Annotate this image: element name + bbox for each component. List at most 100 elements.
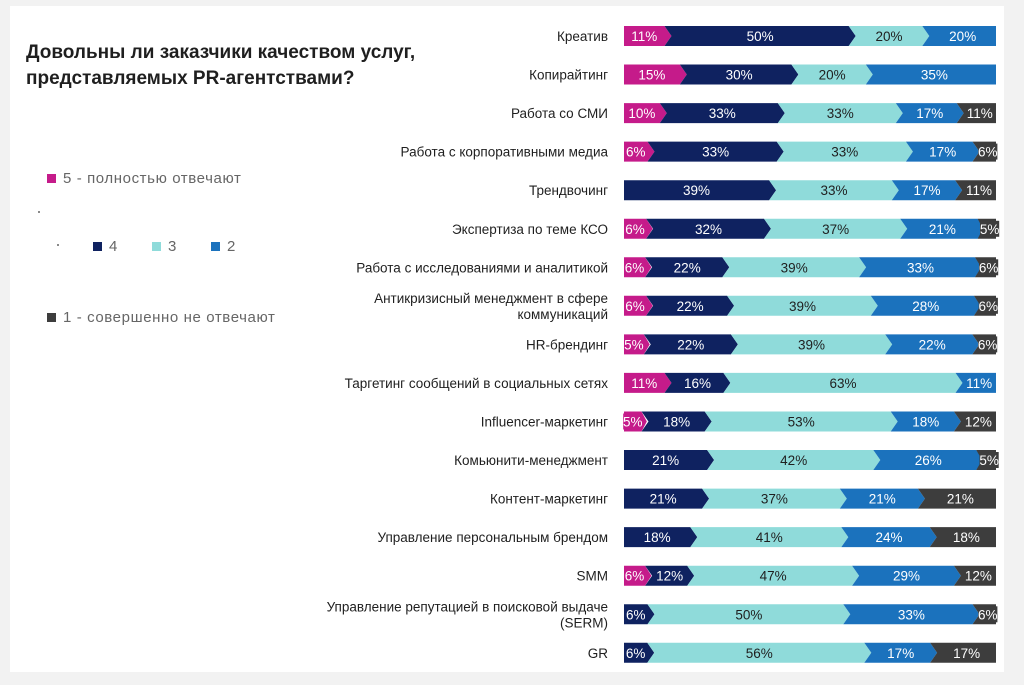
category-label: Антикризисный менеджмент в сфере коммуник… (374, 291, 608, 322)
bar-value-bg (980, 220, 1000, 237)
legend-label-1: 1 - совершенно не отвечают (63, 309, 276, 326)
bar-value-bg (875, 529, 903, 546)
bar-value-label: 11% (631, 29, 657, 44)
legend-label-5: 5 - полностью отвечают (63, 170, 242, 187)
bar-value-bg (746, 28, 774, 44)
bar-value-bg (708, 105, 736, 122)
legend-swatch-4 (93, 242, 102, 251)
bar-value-bg (759, 567, 787, 584)
bar-value-bg (965, 413, 992, 430)
bar-value-label: 12% (656, 569, 683, 584)
bar-value-label: 5% (980, 222, 1000, 237)
bar-value-label: 11% (966, 183, 992, 198)
bar-value-label: 6% (625, 260, 645, 275)
bar-value-label: 20% (949, 29, 976, 44)
bar-value-bg (755, 529, 783, 546)
category-label-line: (SERM) (560, 615, 608, 630)
bar-value-label: 18% (912, 415, 939, 430)
category-label: Работа с корпоративными медиа (401, 145, 609, 160)
category-label-line: Управление персональным брендом (378, 530, 608, 545)
bar-value-bg (947, 490, 974, 507)
bar-value-label: 39% (789, 299, 816, 314)
bar-value-label: 10% (628, 106, 655, 121)
bar-value-bg (780, 452, 808, 468)
bar-value-label: 28% (912, 299, 939, 314)
bar-value-label: 29% (893, 569, 920, 584)
bar-value-label: 33% (820, 183, 847, 198)
bar-value-bg (965, 567, 992, 584)
bar-value-bg (978, 143, 998, 160)
bar-value-bg (818, 66, 846, 83)
bar-value-label: 11% (967, 106, 993, 121)
bar-value-label: 26% (915, 453, 942, 468)
bar-value-label: 22% (919, 337, 946, 352)
bar-value-label: 56% (746, 646, 773, 661)
bar-value-bg (831, 143, 859, 160)
bar-value-bg (695, 220, 722, 237)
bar-value-label: 6% (979, 260, 999, 275)
bar-value-bg (673, 259, 701, 276)
bar-value-label: 6% (626, 607, 646, 622)
bar-value-label: 18% (953, 530, 980, 545)
legend-label-2: 2 (227, 238, 236, 255)
legend-label-4: 4 (109, 238, 118, 255)
bar-value-bg (953, 644, 980, 661)
category-label-line: Комьюнити-менеджмент (454, 453, 608, 468)
stray-dot (38, 211, 40, 213)
bar-value-label: 21% (652, 453, 679, 468)
bar-value-bg (630, 374, 658, 391)
category-label-line: HR-брендинг (526, 337, 608, 352)
category-label: Копирайтинг (529, 68, 608, 83)
bar-value-bg (745, 644, 773, 661)
category-label: Работа со СМИ (511, 106, 608, 121)
bar-value-bg (725, 66, 753, 83)
bar-value-label: 33% (709, 106, 736, 121)
bar-value-label: 42% (780, 453, 807, 468)
bar-value-bg (929, 143, 957, 160)
bar-value-bg (820, 182, 848, 199)
bar-value-bg (949, 28, 977, 44)
bar-value-bg (913, 182, 941, 199)
bar-value-bg (625, 220, 645, 237)
bar-value-label: 18% (663, 415, 690, 430)
bar-value-bg (626, 644, 646, 661)
category-label-line: Контент-маркетинг (490, 492, 608, 507)
bar-value-bg (965, 182, 993, 199)
category-label: HR-брендинг (526, 337, 608, 352)
bar-value-bg (735, 606, 763, 623)
bar-value-label: 15% (638, 68, 665, 83)
bar-value-label: 17% (887, 646, 914, 661)
legend-label-3: 3 (168, 238, 177, 255)
category-label-line: Работа со СМИ (511, 106, 608, 121)
bar-value-bg (628, 105, 656, 122)
bar-value-label: 18% (644, 530, 671, 545)
bar-value-bg (787, 413, 815, 430)
bar-value-bg (623, 413, 643, 430)
bar-value-label: 12% (965, 569, 992, 584)
bar-value-bg (914, 452, 942, 468)
bar-value-bg (965, 374, 993, 391)
category-label: Экспертиза по теме КСО (452, 222, 608, 237)
category-label-line: Экспертиза по теме КСО (452, 222, 608, 237)
bar-value-label: 35% (921, 68, 948, 83)
bar-value-label: 22% (677, 299, 704, 314)
bar-value-bg (921, 66, 948, 83)
bar-value-label: 63% (829, 376, 856, 391)
category-label: Управление репутацией в поисковой выдаче… (327, 599, 608, 630)
legend-item-3: 3 (152, 238, 177, 255)
bar-value-bg (916, 105, 944, 122)
bar-value-label: 33% (702, 145, 729, 160)
bar-value-label: 6% (625, 222, 645, 237)
bar-value-bg (798, 336, 825, 353)
bar-value-label: 21% (869, 492, 896, 507)
bar-value-bg (979, 452, 999, 468)
bar-value-label: 50% (747, 29, 774, 44)
bar-value-label: 33% (831, 145, 858, 160)
bar-value-bg (918, 336, 946, 353)
bar-value-bg (652, 452, 679, 468)
bar-value-label: 5% (623, 415, 643, 430)
category-label-line: Креатив (557, 29, 608, 44)
bar-value-label: 21% (650, 492, 677, 507)
bar-value-label: 22% (677, 337, 704, 352)
bar-value-label: 30% (726, 68, 753, 83)
